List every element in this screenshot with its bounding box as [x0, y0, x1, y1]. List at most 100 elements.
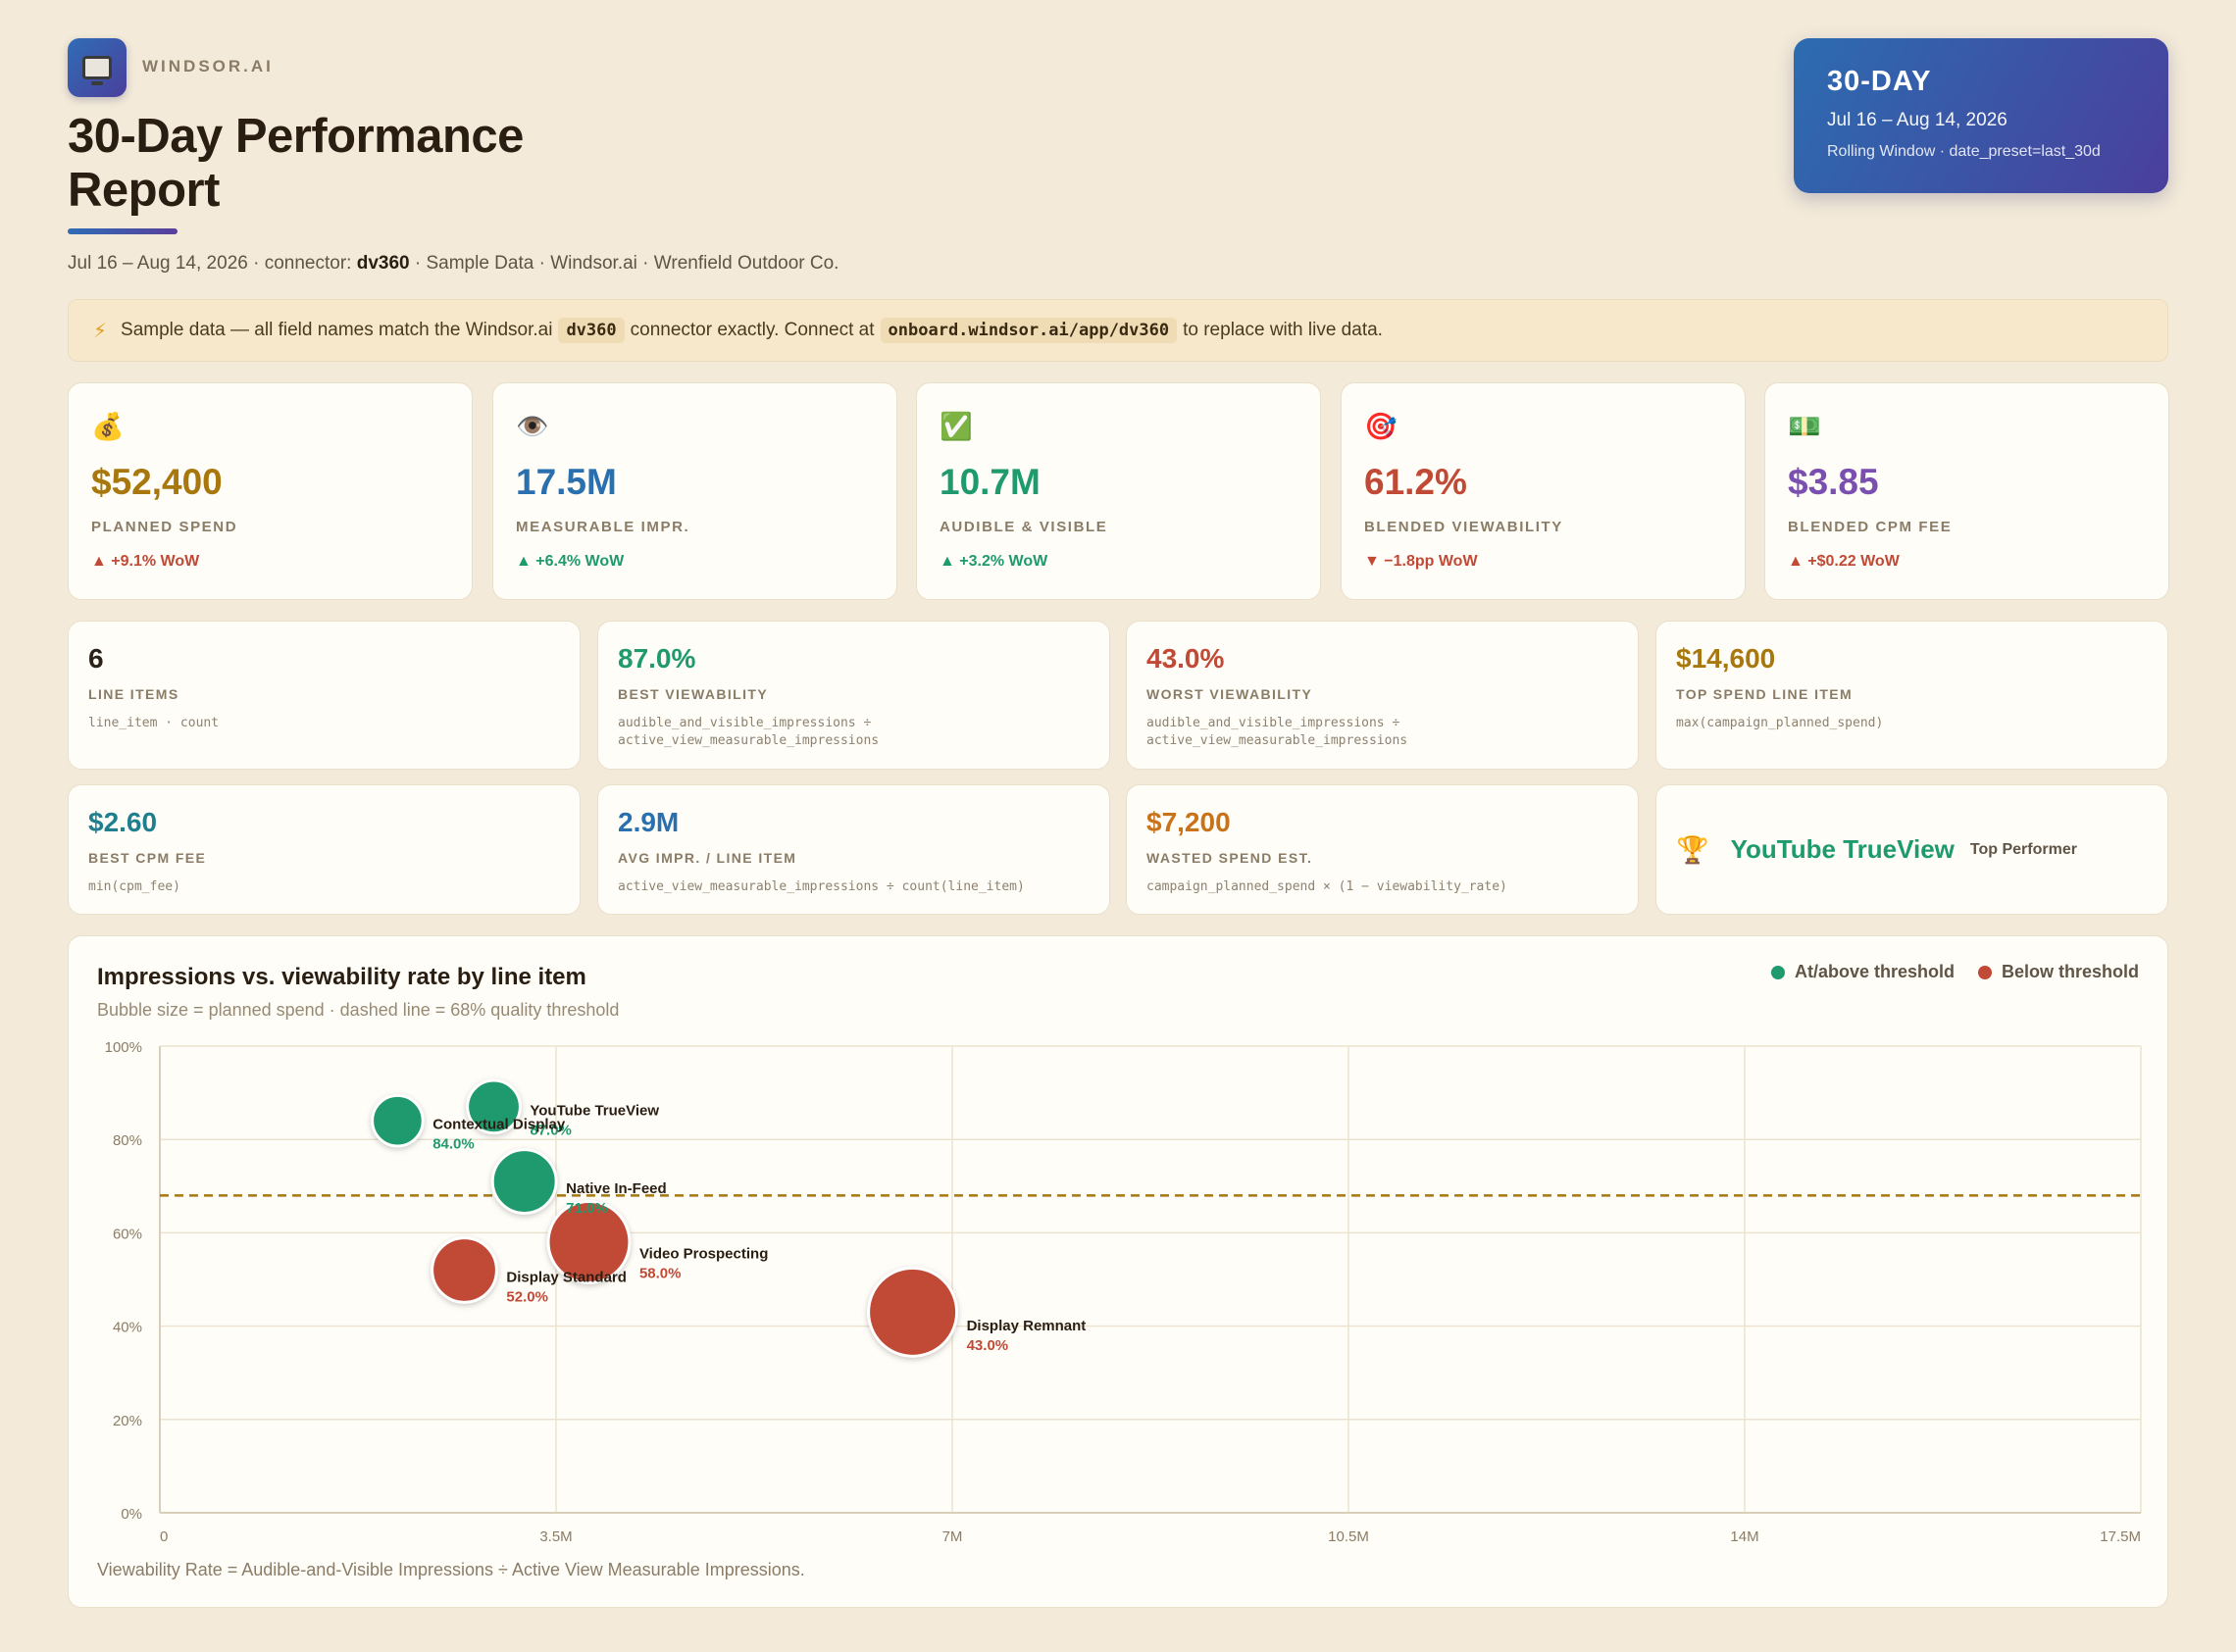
stat-card-top-spend: $14,600 TOP SPEND LINE ITEM max(campaign… [1655, 621, 2168, 770]
stat-card-avg-impr: 2.9M AVG IMPR. / LINE ITEM active_view_m… [597, 784, 1110, 915]
period-card: 30-DAY Jul 16 – Aug 14, 2026 Rolling Win… [1794, 38, 2168, 193]
stat-label: WASTED SPEND EST. [1146, 850, 1313, 866]
bubble-chart: 0% 20% 40% 60% 80% 100% 0 3.5M 7M 10.5M 14M 17.5M Yo… [105, 1039, 2142, 1545]
kpi-label: PLANNED SPEND [91, 519, 238, 535]
kpi-card-blended-cpm-fee: 💵 $3.85 BLENDED CPM FEE ▲ +$0.22 WoW [1764, 382, 2169, 600]
kpi-value: 10.7M [940, 462, 1041, 502]
chart-card: 0% 20% 40% 60% 80% 100% 0 3.5M 7M 10.5M 14M 17.5M Yo… [68, 935, 2168, 1608]
top-performer-card: 🏆 YouTube TrueView Top Performer [1655, 784, 2168, 915]
stat-value: 2.9M [618, 807, 680, 837]
bubble-label-name: Native In-Feed [566, 1180, 667, 1197]
bubble-video-prospecting [546, 1199, 632, 1284]
notice-code-url[interactable]: onboard.windsor.ai/app/dv360 [880, 318, 1178, 343]
stat-card-best-viewability: 87.0% BEST VIEWABILITY audible_and_visib… [597, 621, 1110, 770]
stat-label: TOP SPEND LINE ITEM [1676, 686, 1854, 702]
y-tick-label: 60% [113, 1226, 142, 1242]
x-tick-label: 14M [1730, 1528, 1758, 1545]
report-subtitle: Jul 16 – Aug 14, 2026 · connector: dv360… [68, 253, 838, 275]
stat-label: WORST VIEWABILITY [1146, 686, 1313, 702]
stat-formula: active_view_measurable_impressions ÷ cou… [618, 879, 1025, 894]
x-tick-label: 17.5M [2100, 1528, 2141, 1545]
bubble-native-in-feed [490, 1148, 558, 1216]
kpi-delta: ▲ +6.4% WoW [516, 553, 625, 570]
stat-card-line-items: 6 LINE ITEMS line_item · count [68, 621, 581, 770]
bubble-label-name: Display Standard [506, 1270, 627, 1286]
kpi-card-audible-visible: ✅ 10.7M AUDIBLE & VISIBLE ▲ +3.2% WoW [916, 382, 1321, 600]
x-tick-label: 10.5M [1328, 1528, 1369, 1545]
notice-text-3: to replace with live data. [1183, 320, 1383, 340]
stat-card-best-cpm: $2.60 BEST CPM FEE min(cpm_fee) [68, 784, 581, 915]
trophy-icon: 🏆 [1676, 834, 1709, 865]
notice-text-2: connector exactly. Connect at [630, 320, 875, 340]
legend-dot-above [1770, 965, 1785, 979]
x-tick-label: 0 [160, 1528, 168, 1545]
stat-value: $7,200 [1146, 807, 1231, 837]
money-bag-icon: 💰 [91, 412, 125, 441]
notice-text-1: Sample data — all field names match the … [121, 320, 553, 340]
legend-item-below[interactable]: Below threshold [1977, 962, 2139, 982]
period-title: 30-DAY [1827, 66, 1932, 97]
stat-formula: min(cpm_fee) [88, 879, 180, 894]
chart-title: Impressions vs. viewability rate by line… [97, 964, 586, 990]
stat-label: BEST CPM FEE [88, 850, 207, 866]
kpi-delta: ▲ +3.2% WoW [940, 553, 1048, 570]
chart-legend: At/above threshold Below threshold [1770, 962, 2139, 982]
stat-card-wasted-spend: $7,200 WASTED SPEND EST. campaign_planne… [1126, 784, 1639, 915]
stat-formula: audible_and_visible_impressions ÷ active… [1146, 716, 1408, 748]
bubble-label-value: 71.0% [566, 1200, 608, 1217]
kpi-card-measurable-impr: 👁️ 17.5M MEASURABLE IMPR. ▲ +6.4% WoW [492, 382, 897, 600]
bubble-display-remnant [867, 1266, 959, 1358]
y-tick-label: 40% [113, 1320, 142, 1336]
kpi-label: AUDIBLE & VISIBLE [940, 519, 1108, 535]
stat-card-worst-viewability: 43.0% WORST VIEWABILITY audible_and_visi… [1126, 621, 1639, 770]
y-tick-label: 80% [113, 1132, 142, 1149]
stat-value: 87.0% [618, 643, 696, 674]
y-tick-label: 100% [105, 1039, 142, 1056]
page-title: 30-Day Performance Report [68, 110, 524, 217]
bubble-contextual-display [371, 1093, 425, 1148]
top-performer-name: YouTube TrueView [1730, 834, 1955, 864]
kpi-card-planned-spend: 💰 $52,400 PLANNED SPEND ▲ +9.1% WoW [68, 382, 473, 600]
legend-item-above[interactable]: At/above threshold [1770, 962, 1955, 982]
kpi-value: $52,400 [91, 462, 223, 502]
stat-formula: campaign_planned_spend × (1 − viewabilit… [1146, 879, 1507, 894]
stat-label: BEST VIEWABILITY [618, 686, 769, 702]
stat-label: LINE ITEMS [88, 686, 179, 702]
top-performer-label: Top Performer [1969, 840, 2077, 858]
title-underline [68, 228, 178, 234]
chart-footnote: Viewability Rate = Audible-and-Visible I… [97, 1560, 805, 1579]
kpi-value: $3.85 [1788, 462, 1879, 502]
period-subtitle: Rolling Window · date_preset=last_30d [1827, 143, 2101, 160]
bubble-label-value: 84.0% [432, 1135, 475, 1152]
x-tick-label: 3.5M [539, 1528, 572, 1545]
bubble-display-standard [431, 1236, 498, 1304]
legend-label-below: Below threshold [2001, 962, 2139, 981]
kpi-delta: ▲ +$0.22 WoW [1788, 553, 1900, 570]
kpi-delta: ▼ −1.8pp WoW [1364, 553, 1478, 570]
y-tick-label: 0% [121, 1506, 142, 1523]
bubble-label-value: 87.0% [530, 1123, 572, 1139]
connector-name: dv360 [356, 253, 410, 274]
kpi-value: 17.5M [516, 462, 617, 502]
sample-data-notice: ⚡ Sample data — all field names match th… [68, 299, 2168, 362]
bubble-label-value: 43.0% [967, 1337, 1009, 1354]
lightning-icon: ⚡ [93, 320, 108, 342]
subtitle-suffix: · Sample Data · Windsor.ai · Wrenfield O… [409, 253, 839, 274]
kpi-card-blended-viewability: 🎯 61.2% BLENDED VIEWABILITY ▼ −1.8pp WoW [1341, 382, 1746, 600]
bubble-label-name: YouTube TrueView [530, 1103, 659, 1120]
subtitle-prefix: Jul 16 – Aug 14, 2026 · connector: [68, 253, 357, 274]
period-dates: Jul 16 – Aug 14, 2026 [1827, 110, 2007, 130]
cash-icon: 💵 [1788, 412, 1821, 441]
x-tick-label: 7M [942, 1528, 963, 1545]
brand-logo [68, 38, 127, 97]
brand-name: WINDSOR.AI [142, 57, 274, 75]
y-tick-label: 20% [113, 1413, 142, 1429]
stat-formula: audible_and_visible_impressions ÷ active… [618, 716, 880, 748]
tv-icon [82, 56, 112, 85]
stat-value: $14,600 [1676, 643, 1776, 674]
bubble-label-value: 58.0% [639, 1266, 682, 1282]
legend-dot-below [1977, 965, 1992, 979]
stat-value: 6 [88, 643, 104, 674]
target-icon: 🎯 [1364, 412, 1398, 441]
stat-formula: max(campaign_planned_spend) [1676, 716, 1884, 730]
